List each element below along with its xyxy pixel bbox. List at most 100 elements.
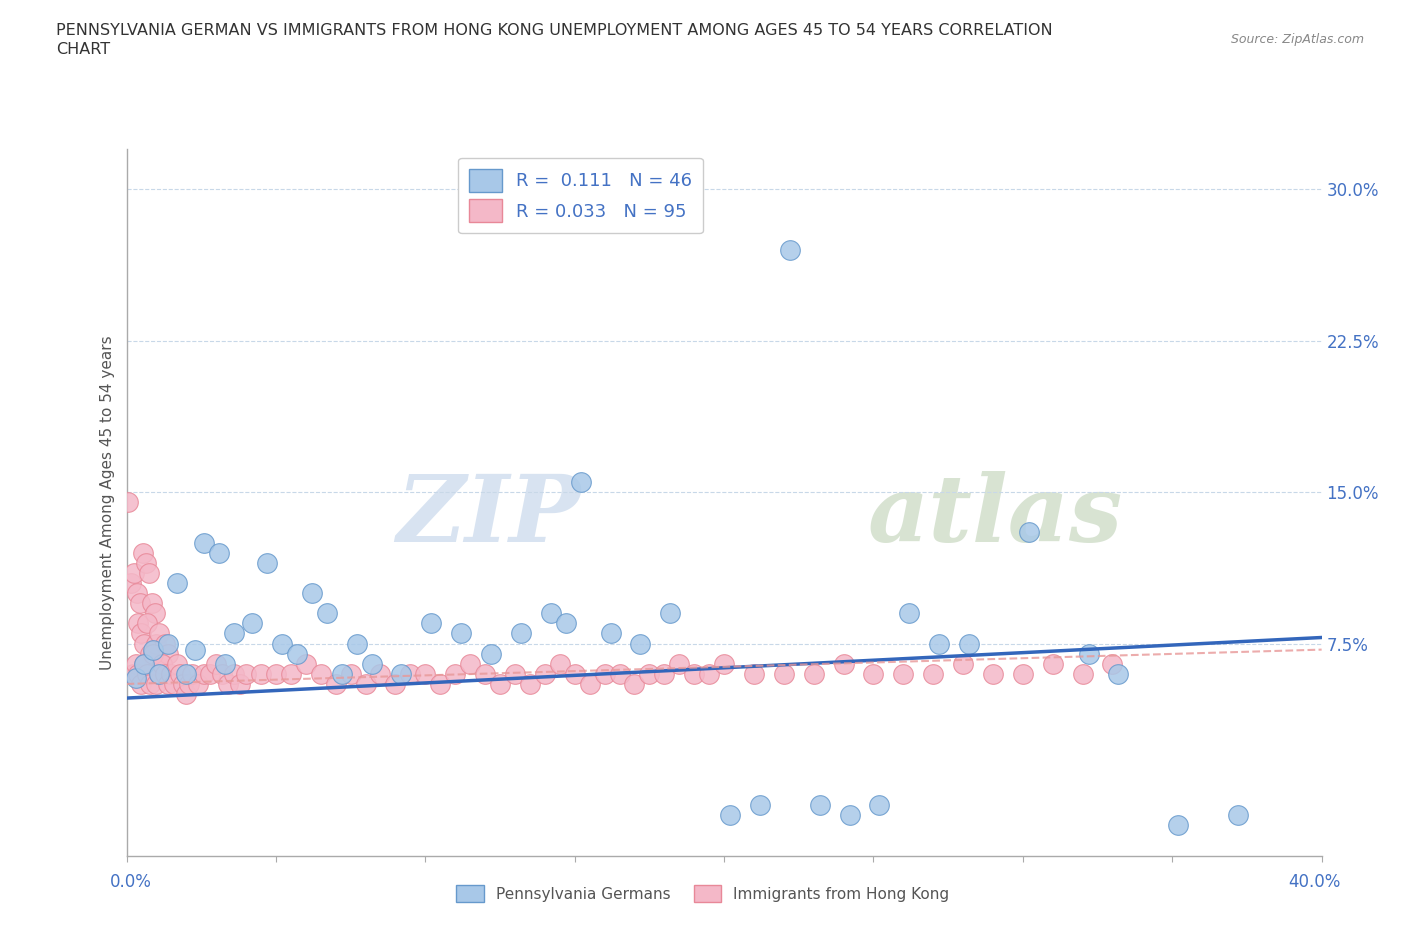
Point bbox=[509, 626, 531, 641]
Point bbox=[211, 667, 233, 682]
Text: Source: ZipAtlas.com: Source: ZipAtlas.com bbox=[1230, 33, 1364, 46]
Point bbox=[891, 667, 914, 682]
Point bbox=[124, 657, 146, 671]
Point bbox=[174, 667, 197, 682]
Point bbox=[519, 676, 541, 691]
Point bbox=[1226, 808, 1249, 823]
Point bbox=[599, 626, 621, 641]
Point bbox=[148, 667, 170, 682]
Point bbox=[370, 667, 392, 682]
Point bbox=[184, 643, 207, 658]
Point bbox=[540, 605, 562, 620]
Point bbox=[174, 686, 197, 701]
Point bbox=[142, 646, 165, 661]
Point bbox=[832, 657, 855, 671]
Point bbox=[117, 495, 139, 510]
Point bbox=[166, 576, 188, 591]
Point bbox=[339, 667, 361, 682]
Point bbox=[458, 657, 481, 671]
Point bbox=[1108, 667, 1130, 682]
Text: 40.0%: 40.0% bbox=[1288, 872, 1341, 891]
Point bbox=[157, 676, 180, 691]
Point bbox=[172, 676, 194, 691]
Point bbox=[1167, 817, 1189, 832]
Point bbox=[668, 657, 690, 671]
Point bbox=[155, 667, 177, 682]
Point bbox=[898, 605, 921, 620]
Point bbox=[429, 676, 451, 691]
Point bbox=[301, 586, 323, 601]
Point bbox=[155, 636, 177, 651]
Point bbox=[652, 667, 675, 682]
Point bbox=[157, 646, 180, 661]
Text: CHART: CHART bbox=[56, 42, 110, 57]
Point bbox=[803, 667, 825, 682]
Point bbox=[533, 667, 555, 682]
Point bbox=[773, 667, 796, 682]
Point bbox=[127, 616, 149, 631]
Point bbox=[138, 565, 160, 580]
Point bbox=[124, 671, 146, 685]
Point bbox=[360, 657, 382, 671]
Point bbox=[1018, 525, 1040, 540]
Point bbox=[193, 535, 215, 550]
Point bbox=[554, 616, 576, 631]
Point bbox=[928, 636, 950, 651]
Point bbox=[129, 596, 152, 611]
Point bbox=[270, 636, 294, 651]
Text: atlas: atlas bbox=[868, 472, 1123, 562]
Legend: R =  0.111   N = 46, R = 0.033   N = 95: R = 0.111 N = 46, R = 0.033 N = 95 bbox=[458, 158, 703, 233]
Point bbox=[150, 657, 174, 671]
Point bbox=[593, 667, 616, 682]
Point bbox=[139, 646, 162, 661]
Point bbox=[399, 667, 422, 682]
Point bbox=[1011, 667, 1033, 682]
Point bbox=[354, 676, 377, 691]
Point bbox=[623, 676, 645, 691]
Point bbox=[742, 667, 765, 682]
Point bbox=[838, 808, 860, 823]
Point bbox=[122, 565, 145, 580]
Point bbox=[134, 636, 156, 651]
Point bbox=[957, 636, 980, 651]
Point bbox=[145, 636, 167, 651]
Point bbox=[187, 676, 209, 691]
Point bbox=[132, 545, 155, 560]
Point bbox=[330, 667, 353, 682]
Point bbox=[420, 616, 443, 631]
Point bbox=[489, 676, 512, 691]
Y-axis label: Unemployment Among Ages 45 to 54 years: Unemployment Among Ages 45 to 54 years bbox=[100, 335, 115, 670]
Point bbox=[145, 676, 167, 691]
Text: ZIP: ZIP bbox=[396, 472, 581, 562]
Point bbox=[479, 646, 502, 661]
Point bbox=[134, 657, 156, 671]
Point bbox=[862, 667, 884, 682]
Point bbox=[121, 667, 143, 682]
Point bbox=[166, 657, 188, 671]
Point bbox=[718, 808, 741, 823]
Point bbox=[131, 626, 153, 641]
Point bbox=[208, 545, 231, 560]
Point bbox=[229, 676, 252, 691]
Point bbox=[280, 667, 302, 682]
Point bbox=[120, 576, 142, 591]
Point bbox=[256, 555, 278, 570]
Text: PENNSYLVANIA GERMAN VS IMMIGRANTS FROM HONG KONG UNEMPLOYMENT AMONG AGES 45 TO 5: PENNSYLVANIA GERMAN VS IMMIGRANTS FROM H… bbox=[56, 23, 1053, 38]
Point bbox=[148, 626, 170, 641]
Point bbox=[200, 667, 222, 682]
Point bbox=[285, 646, 308, 661]
Point bbox=[697, 667, 720, 682]
Point bbox=[135, 555, 157, 570]
Point bbox=[214, 657, 236, 671]
Point bbox=[136, 667, 159, 682]
Point bbox=[748, 798, 770, 813]
Point bbox=[222, 626, 246, 641]
Point bbox=[474, 667, 496, 682]
Legend: Pennsylvania Germans, Immigrants from Hong Kong: Pennsylvania Germans, Immigrants from Ho… bbox=[450, 879, 956, 909]
Point bbox=[384, 676, 406, 691]
Point bbox=[1042, 657, 1064, 671]
Point bbox=[503, 667, 526, 682]
Text: 0.0%: 0.0% bbox=[110, 872, 152, 891]
Point bbox=[638, 667, 661, 682]
Point bbox=[659, 605, 682, 620]
